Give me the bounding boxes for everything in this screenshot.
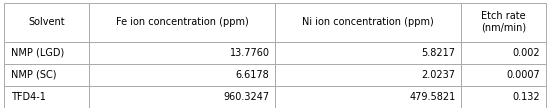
Bar <box>275 86 461 108</box>
Text: 479.5821: 479.5821 <box>409 92 455 102</box>
Bar <box>461 3 546 42</box>
Text: 2.0237: 2.0237 <box>421 70 455 80</box>
Bar <box>4 64 89 86</box>
Text: 5.8217: 5.8217 <box>421 48 455 58</box>
Text: 0.132: 0.132 <box>513 92 540 102</box>
Text: TFD4-1: TFD4-1 <box>11 92 46 102</box>
Bar <box>461 86 546 108</box>
Text: NMP (SC): NMP (SC) <box>11 70 57 80</box>
Bar <box>4 42 89 64</box>
Text: NMP (LGD): NMP (LGD) <box>11 48 64 58</box>
Bar <box>89 3 275 42</box>
Bar <box>89 64 275 86</box>
Bar <box>275 42 461 64</box>
Text: 960.3247: 960.3247 <box>223 92 270 102</box>
Bar <box>89 42 275 64</box>
Bar <box>4 3 89 42</box>
Bar <box>275 64 461 86</box>
Text: 6.6178: 6.6178 <box>236 70 270 80</box>
Text: Solvent: Solvent <box>29 17 65 27</box>
Bar <box>461 64 546 86</box>
Text: 13.7760: 13.7760 <box>229 48 270 58</box>
Text: 0.0007: 0.0007 <box>507 70 540 80</box>
Bar <box>275 3 461 42</box>
Bar <box>89 86 275 108</box>
Text: Fe ion concentration (ppm): Fe ion concentration (ppm) <box>116 17 249 27</box>
Text: Ni ion concentration (ppm): Ni ion concentration (ppm) <box>302 17 434 27</box>
Bar <box>461 42 546 64</box>
Bar <box>4 86 89 108</box>
Text: Etch rate
(nm/min): Etch rate (nm/min) <box>481 11 526 33</box>
Text: 0.002: 0.002 <box>513 48 540 58</box>
